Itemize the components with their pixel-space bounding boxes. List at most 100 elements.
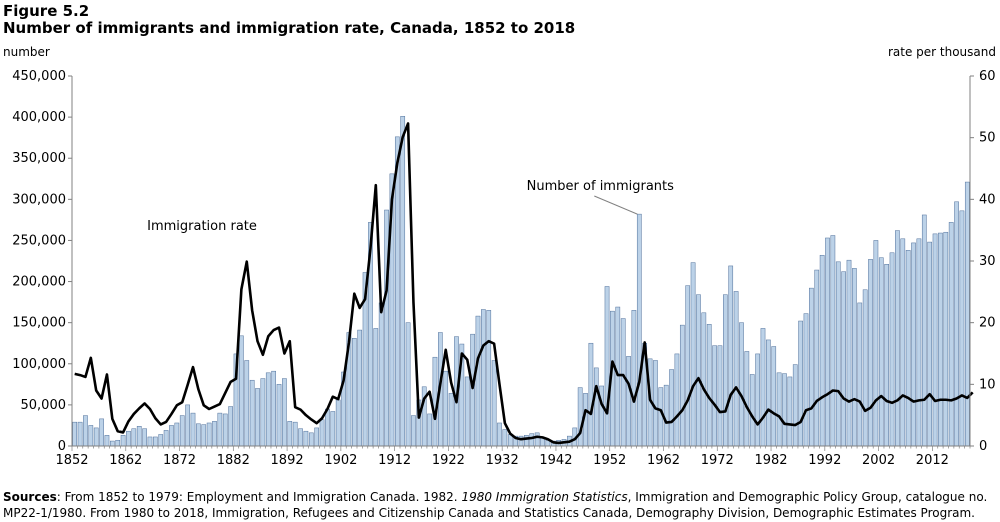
bar-2008: [911, 242, 916, 447]
x-tick-label: 1852: [55, 453, 88, 468]
bar-1998: [857, 302, 863, 447]
bar-1926: [470, 333, 475, 447]
bar-1925: [464, 376, 470, 447]
bar-1870: [169, 425, 174, 447]
bar-1955: [626, 356, 631, 447]
bar-1963: [669, 369, 674, 447]
bar-1988: [803, 313, 809, 447]
bar-1914: [405, 322, 411, 447]
bar-2018: [964, 181, 970, 447]
sources-note: Sources: From 1852 to 1979: Employment a…: [3, 489, 998, 521]
bar-1891: [282, 378, 287, 447]
bar-1946: [577, 387, 583, 447]
bar-1885: [249, 379, 255, 447]
left-axis-unit: number: [3, 45, 50, 59]
x-tick-label: 1942: [539, 453, 572, 468]
bar-1996: [846, 259, 852, 447]
bar-1981: [766, 339, 771, 447]
bar-1975: [733, 291, 739, 447]
bar-1927: [475, 315, 481, 447]
bar-1989: [809, 287, 814, 447]
bar-1954: [620, 318, 626, 447]
bar-1886: [255, 388, 260, 447]
figure-title: Number of immigrants and immigration rat…: [3, 19, 576, 37]
bar-1922: [448, 393, 454, 447]
bar-1953: [615, 306, 621, 447]
bar-1871: [174, 422, 180, 447]
bar-1968: [696, 294, 701, 447]
bar-1966: [685, 285, 691, 447]
bar-1873: [185, 404, 190, 447]
bar-1904: [351, 338, 357, 447]
bar-1983: [776, 372, 782, 447]
right-tick-label: 40: [979, 192, 996, 207]
bar-1937: [529, 433, 535, 447]
x-tick-label: 1882: [217, 453, 250, 468]
x-tick-label: 2012: [916, 453, 949, 468]
bar-1888: [265, 372, 271, 447]
right-tick-label: 10: [979, 377, 996, 392]
right-tick-label: 50: [979, 131, 996, 146]
bar-1938: [534, 432, 540, 447]
bar-1878: [212, 421, 217, 447]
bar-1957: [636, 213, 642, 447]
bar-2011: [927, 241, 933, 447]
bar-1889: [271, 370, 276, 447]
sources-label: Sources: [3, 490, 57, 504]
bar-1977: [744, 351, 750, 447]
x-tick-label: 1962: [647, 453, 680, 468]
bar-1864: [136, 426, 142, 447]
annotation-immigrants: Number of immigrants: [527, 179, 674, 194]
immigration-chart: 0 50,000 100,000 150,000 200,000 250,000 300,0…: [12, 69, 996, 468]
left-tick-label: 0: [58, 439, 66, 454]
bar-1894: [298, 428, 303, 447]
bar-2003: [884, 264, 889, 447]
bar-1997: [852, 268, 857, 447]
left-tick-label: 450,000: [12, 69, 66, 84]
left-tick-label: 400,000: [12, 110, 66, 125]
bar-1951: [604, 286, 610, 447]
bar-1909: [378, 302, 384, 447]
bar-1897: [314, 427, 320, 447]
bar-1899: [325, 408, 330, 447]
bar-1869: [163, 430, 169, 447]
sources-text-1: : From 1852 to 1979: Employment and Immi…: [56, 490, 462, 504]
bar-1999: [862, 289, 868, 447]
bar-2007: [905, 250, 911, 447]
x-tick-label: 1982: [754, 453, 787, 468]
bar-1995: [841, 271, 846, 447]
x-tick-label: 1972: [701, 453, 734, 468]
bar-1875: [196, 423, 201, 447]
left-tick-label: 100,000: [12, 357, 66, 372]
bar-1962: [663, 384, 669, 447]
bar-1879: [217, 412, 223, 447]
bar-1986: [792, 364, 798, 447]
bar-2014: [943, 231, 949, 447]
chart-annotations: Number of immigrants Immigration rate: [147, 179, 674, 234]
bar-1856: [93, 427, 99, 447]
bar-1956: [631, 310, 637, 447]
bar-1936: [524, 435, 529, 447]
left-tick-label: 300,000: [12, 192, 66, 207]
bar-1881: [228, 406, 233, 447]
bar-2005: [895, 230, 900, 447]
bar-1921: [443, 370, 449, 447]
bar-1860: [115, 439, 121, 447]
sources-italic-title: 1980 Immigration Statistics: [461, 490, 628, 504]
bar-1868: [158, 434, 164, 447]
bar-1992: [825, 237, 830, 447]
bar-1862: [126, 430, 131, 447]
bar-2009: [916, 238, 922, 447]
bar-1918: [427, 413, 432, 447]
bar-1876: [201, 424, 207, 447]
bar-1900: [330, 411, 336, 447]
bar-1861: [120, 435, 126, 447]
left-tick-label: 250,000: [12, 233, 66, 248]
right-tick-label: 60: [979, 69, 996, 84]
bar-series-immigrants: [72, 116, 970, 447]
bar-2002: [878, 257, 884, 447]
bar-2004: [889, 252, 895, 447]
bar-1984: [782, 373, 787, 447]
bar-1877: [206, 422, 212, 447]
immigration-rate-line: [74, 122, 974, 445]
